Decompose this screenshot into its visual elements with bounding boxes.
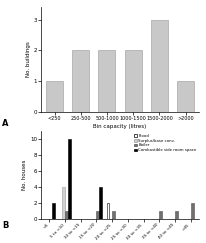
Bar xyxy=(65,211,68,219)
Bar xyxy=(112,211,115,219)
X-axis label: Bin capacity (litres): Bin capacity (litres) xyxy=(93,124,146,129)
Bar xyxy=(99,187,102,219)
Bar xyxy=(46,81,63,112)
Bar xyxy=(124,50,141,112)
Text: B: B xyxy=(2,221,8,230)
Bar xyxy=(106,203,109,219)
Text: A: A xyxy=(2,119,8,128)
Legend: Flood, Surplus/base conv., Boiler, Combustible side room space: Flood, Surplus/base conv., Boiler, Combu… xyxy=(133,133,196,153)
Bar xyxy=(190,203,193,219)
Bar xyxy=(68,139,70,219)
Bar xyxy=(62,187,65,219)
Bar xyxy=(159,211,162,219)
Y-axis label: No. buildings: No. buildings xyxy=(26,42,31,78)
Bar xyxy=(72,50,89,112)
Y-axis label: No. houses: No. houses xyxy=(22,160,27,190)
Bar xyxy=(98,50,115,112)
Bar xyxy=(176,81,193,112)
Bar xyxy=(150,20,167,112)
Bar xyxy=(52,203,55,219)
Bar xyxy=(96,211,99,219)
Bar xyxy=(174,211,177,219)
